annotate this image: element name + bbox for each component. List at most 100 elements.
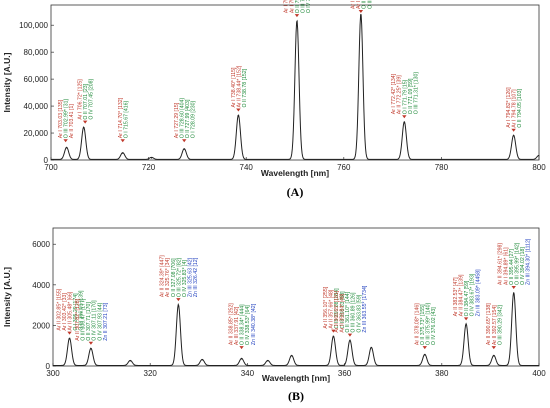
peak-point <box>150 157 153 159</box>
peak-marker-triangle <box>511 285 516 289</box>
x-tick-label: 340 <box>241 369 255 378</box>
annotation-line: Ar III 337.91 [42] <box>234 306 240 345</box>
peak-annotation: Ar I 763.51 [124]Ar I 764.72 [14]O II 76… <box>350 0 373 9</box>
x-tick-label: 800 <box>532 163 546 172</box>
y-tick-label: 100,000 <box>19 21 48 30</box>
annotation-line: Ar II 302.85* [155] <box>56 288 62 330</box>
y-tick-label: 20,000 <box>24 129 49 138</box>
peak-annotation: Ar II 382.53* [47] Ar II 384.47* [139] O I… <box>453 269 481 317</box>
panel-b: 300 320 340 360 380 4000200040006000Wavelengt… <box>2 227 546 403</box>
annotation-line: Ar II 703.41 [1] <box>69 104 75 139</box>
peak-point <box>493 355 495 357</box>
annotation-line: Ar II 384.47* [139] <box>459 274 465 316</box>
peak-annotation: Ar I 706.72* [125] O II 707.01 [23] O IV 7… <box>78 78 95 119</box>
annotation-line: O II 395.44 [27] <box>509 249 515 285</box>
peak-annotation: Ar II 378.08* [146] O II 375.73* [155] O I… <box>414 302 437 345</box>
annotation-line: Ar II 307.82* [128] <box>75 298 81 340</box>
annotation-line: O III 360.89 [126] <box>351 292 357 333</box>
annotation-line: Zn III 363.55* [1734] <box>362 285 368 333</box>
y-tick-label: 2000 <box>32 321 50 330</box>
annotation-line: Zn III 383.09* [4458] <box>475 269 481 317</box>
annotation-line: O II 771.09 [59] <box>408 78 414 114</box>
y-tick-label: 0 <box>44 156 49 165</box>
annotation-line: O II 763.71 [18] <box>362 0 368 9</box>
annotation-line: O IV 363.83 [59] <box>356 294 362 332</box>
annotation-line: O I 728.09 [230] <box>191 100 197 138</box>
peak-annotation: Ar II 324.39* [447] Ar II 325.76* [34] O I… <box>160 255 200 297</box>
peak-point <box>83 127 85 129</box>
annotation-line: Ar II 392.57 [154] <box>492 305 498 345</box>
annotation-line: O III 325.72* [82] <box>176 257 182 297</box>
peak-marker-triangle <box>88 341 94 345</box>
x-tick-label: 720 <box>142 163 156 172</box>
y-tick-label: 60,000 <box>24 75 49 84</box>
annotation-line: O II 707.01 [23] <box>83 83 89 119</box>
annotation-line: Ar II 325.76* [34] <box>165 258 171 297</box>
peak-point <box>370 347 372 349</box>
x-axis-label: Wavelength [nm] <box>261 168 329 178</box>
peak-point <box>291 355 293 357</box>
annotation-line: O II 307.71 [170] <box>86 302 92 341</box>
peak-annotation: Ar I 750.39* [125]Ar I 750.38 [73]O II 7… <box>284 0 312 13</box>
annotation-line: O III 702.99* [31] <box>64 98 70 138</box>
peak-point <box>465 323 467 325</box>
peak-marker-triangle <box>331 329 336 333</box>
annotation-line: Zn III 394.30* [1112] <box>526 238 532 285</box>
annotation-line: O IV 750.09 [15] <box>306 0 312 13</box>
annotation-line: O II 327.08 [706] <box>171 258 177 297</box>
annotation-line: O IV 307.11 [170] <box>92 300 98 341</box>
annotation-line: O IV 394.02 [18] <box>520 247 526 285</box>
peak-point <box>538 155 540 157</box>
annotation-line: O II 338.34* [444] <box>240 304 246 345</box>
annotation-line: Ar I 714.70* [132] <box>118 97 124 138</box>
annotation-line: Ar I 764.72 [14] <box>356 0 362 9</box>
annotation-line: Ar II 772.25* [39] <box>397 75 403 114</box>
peak-point <box>360 13 362 16</box>
annotation-line: O I 715.67 [416] <box>124 100 130 138</box>
plot-frame <box>50 4 540 161</box>
annotation-line: Ar I 772.42* [134] <box>391 73 397 114</box>
x-axis-label: Wavelength [nm] <box>262 373 330 383</box>
annotation-line: Ar I 750.38 [73] <box>289 0 295 13</box>
peak-annotation: Ar II 356.10* [255] Ar II 357.66* [48] O I… <box>323 286 346 328</box>
annotation-line: Zn III 340.38* [42] <box>251 303 257 345</box>
peak-point <box>237 114 239 117</box>
annotation-line: O III 375.99* [140] <box>426 302 432 345</box>
annotation-line: O II 750.79* [54] <box>295 0 301 13</box>
x-tick-label: 400 <box>532 369 546 378</box>
x-tick-label: 780 <box>435 163 449 172</box>
annotation-line: O IV 325.83* [4] <box>182 260 188 297</box>
annotation-line: Ar II 390.65* [138] <box>486 303 492 345</box>
x-tick-label: 700 <box>44 163 58 172</box>
annotation-line: O I 771.79 [15] <box>402 79 408 114</box>
y-axis-label: Intensity [A.U.] <box>2 52 12 112</box>
peak-marker-triangle <box>182 139 187 143</box>
x-tick-label: 760 <box>337 163 351 172</box>
peak-marker-triangle <box>239 346 244 350</box>
annotation-line: O IV 376.02 [43] <box>431 307 437 345</box>
peak-marker-triangle <box>402 115 407 119</box>
peak-marker-triangle <box>491 346 497 350</box>
annotation-line: Ar I 394.89* [61] <box>503 247 509 285</box>
peak-point <box>267 360 269 362</box>
peak-point <box>349 340 351 342</box>
annotation-line: O III 728.60 [404] <box>179 98 185 139</box>
annotation-line: Ar I 706.72* [125] <box>78 79 84 120</box>
annotation-line: O III 764.72* [55] <box>367 0 373 9</box>
annotation-line: Zn III 325.63 [42] <box>188 257 194 297</box>
peak-point <box>122 152 124 154</box>
peak-point <box>296 20 298 22</box>
annotation-line: Ar II 305.48* [66] <box>68 291 74 330</box>
peak-marker-triangle <box>294 14 300 18</box>
annotation-line: Ar I 794.78 [107] <box>512 89 518 128</box>
y-tick-label: 6000 <box>32 240 50 249</box>
annotation-line: Ar II 378.08* [146] <box>414 303 420 345</box>
peak-annotation: Ar II 307.82* [128] O III 306.47* [177] O … <box>75 298 109 341</box>
annotation-line: O III 306.01 [139] <box>79 290 85 331</box>
peak-marker-triangle <box>358 10 364 13</box>
peak-point <box>403 121 405 123</box>
spectrum-line <box>51 14 540 160</box>
peak-marker-triangle <box>120 139 125 143</box>
y-axis-label: Intensity [A.U.] <box>2 267 12 327</box>
